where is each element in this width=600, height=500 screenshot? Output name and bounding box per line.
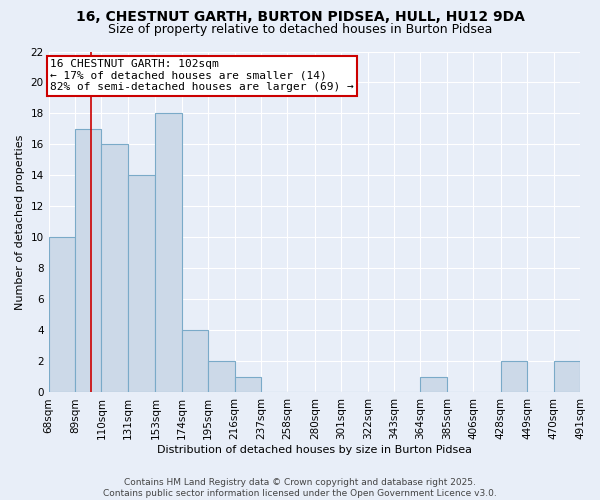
Text: 16, CHESTNUT GARTH, BURTON PIDSEA, HULL, HU12 9DA: 16, CHESTNUT GARTH, BURTON PIDSEA, HULL,…	[76, 10, 524, 24]
Text: 16 CHESTNUT GARTH: 102sqm
← 17% of detached houses are smaller (14)
82% of semi-: 16 CHESTNUT GARTH: 102sqm ← 17% of detac…	[50, 59, 353, 92]
Bar	[128, 176, 155, 392]
Text: Contains HM Land Registry data © Crown copyright and database right 2025.
Contai: Contains HM Land Registry data © Crown c…	[103, 478, 497, 498]
Y-axis label: Number of detached properties: Number of detached properties	[15, 134, 25, 310]
Bar	[75, 129, 101, 392]
Bar	[155, 114, 182, 392]
Bar	[501, 362, 527, 392]
Bar	[554, 362, 580, 392]
Bar	[235, 377, 261, 392]
Bar	[49, 238, 75, 392]
Bar	[421, 377, 447, 392]
Text: Size of property relative to detached houses in Burton Pidsea: Size of property relative to detached ho…	[108, 22, 492, 36]
Bar	[101, 144, 128, 392]
X-axis label: Distribution of detached houses by size in Burton Pidsea: Distribution of detached houses by size …	[157, 445, 472, 455]
Bar	[208, 362, 235, 392]
Bar	[182, 330, 208, 392]
